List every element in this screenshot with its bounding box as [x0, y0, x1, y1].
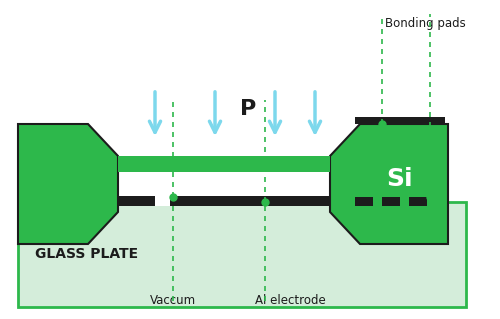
Text: Vaccum: Vaccum	[150, 294, 196, 308]
Text: Al electrode: Al electrode	[254, 294, 326, 308]
Polygon shape	[330, 124, 448, 244]
Bar	[409, 197, 427, 206]
Bar	[118, 196, 330, 206]
Bar	[355, 117, 445, 124]
Text: Bonding pads: Bonding pads	[385, 18, 466, 31]
Text: GLASS PLATE: GLASS PLATE	[35, 247, 138, 261]
Text: P: P	[240, 99, 256, 119]
Text: Si: Si	[386, 167, 413, 191]
Bar	[118, 172, 330, 202]
Bar	[355, 197, 373, 206]
Bar	[155, 196, 170, 206]
Bar	[382, 197, 400, 206]
Bar	[18, 202, 466, 307]
Bar	[118, 156, 330, 172]
Polygon shape	[18, 124, 118, 244]
